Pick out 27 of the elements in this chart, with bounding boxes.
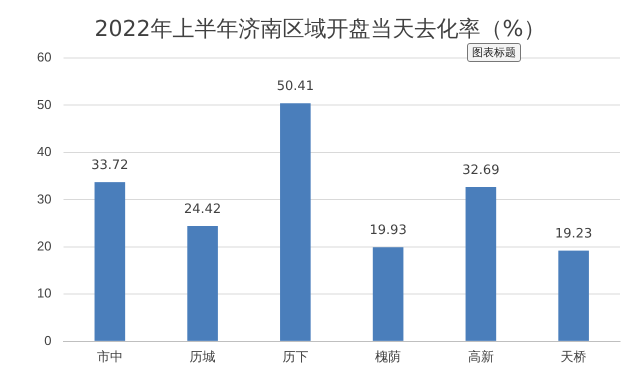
y-tick-label: 10 [36,286,52,301]
bar [187,226,218,341]
y-tick-label: 0 [44,332,52,348]
y-tick-label: 50 [36,96,52,112]
bar [94,182,126,341]
annotation: 图表标题 [467,43,521,62]
data-label: 50.41 [276,79,314,94]
data-label: 33.72 [91,158,128,174]
data-label: 19.93 [370,223,407,238]
x-tick-label: 历城 [190,348,216,364]
x-tick-label: 高新 [468,348,494,364]
chart-title: 2022年上半年济南区域开盘当天去化率（%） [94,16,546,44]
bar [558,250,589,341]
bar [466,186,496,341]
bar [372,247,404,341]
bar [280,103,311,341]
y-tick-label: 40 [36,144,52,160]
x-tick-label: 天桥 [560,348,587,364]
data-label: 32.69 [462,162,500,178]
data-label: 24.42 [184,202,222,217]
y-tick-label: 60 [36,50,52,65]
x-tick-label: 历下 [282,348,308,364]
x-tick-label: 槐荫 [375,348,402,364]
data-label: 19.23 [555,226,592,242]
y-tick-label: 20 [36,238,52,254]
x-tick-label: 市中 [96,348,123,364]
y-tick-label: 30 [36,191,52,206]
